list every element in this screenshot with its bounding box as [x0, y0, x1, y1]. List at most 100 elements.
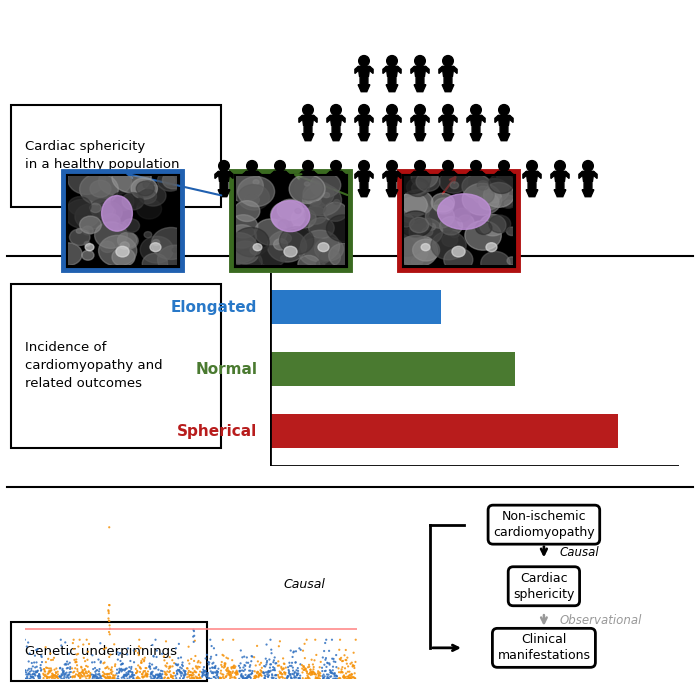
Circle shape: [291, 209, 316, 228]
Point: [222, 662, 233, 673]
Point: [294, 643, 305, 654]
Polygon shape: [414, 66, 426, 92]
Point: [192, 672, 203, 683]
Point: [20, 667, 32, 678]
Point: [340, 668, 351, 679]
Point: [93, 673, 104, 685]
Point: [157, 648, 168, 659]
Polygon shape: [355, 66, 373, 74]
Circle shape: [450, 230, 459, 238]
Point: [58, 673, 69, 684]
Circle shape: [470, 104, 482, 116]
Point: [156, 673, 167, 684]
Circle shape: [111, 192, 134, 211]
Circle shape: [253, 180, 259, 185]
Point: [106, 664, 117, 675]
Point: [213, 663, 224, 674]
Point: [104, 623, 116, 634]
Point: [238, 673, 249, 684]
Point: [71, 664, 83, 675]
Point: [212, 666, 223, 678]
Point: [317, 652, 328, 663]
Point: [186, 670, 197, 681]
Point: [82, 671, 93, 682]
Point: [220, 659, 231, 671]
Point: [66, 663, 78, 674]
Point: [104, 673, 116, 684]
Point: [325, 667, 336, 678]
Circle shape: [462, 174, 491, 198]
Circle shape: [486, 243, 497, 251]
Point: [140, 670, 151, 681]
Point: [269, 664, 280, 676]
Polygon shape: [526, 172, 538, 197]
Point: [189, 673, 200, 684]
Point: [195, 666, 206, 677]
Point: [34, 669, 45, 680]
Point: [104, 615, 115, 626]
Point: [167, 671, 178, 682]
Point: [20, 665, 31, 676]
Point: [211, 669, 223, 680]
Point: [223, 653, 234, 664]
Point: [132, 671, 144, 682]
Point: [106, 673, 118, 684]
Point: [166, 671, 177, 682]
Circle shape: [422, 228, 433, 237]
Point: [310, 669, 321, 680]
Point: [149, 672, 160, 683]
Point: [153, 672, 164, 683]
Point: [236, 671, 247, 682]
Point: [234, 662, 246, 673]
Point: [43, 668, 54, 679]
Point: [49, 673, 60, 685]
Point: [198, 668, 209, 679]
Point: [109, 661, 120, 672]
Point: [164, 662, 176, 673]
Point: [22, 669, 34, 680]
Point: [329, 668, 340, 679]
Point: [268, 654, 279, 666]
Point: [340, 663, 351, 674]
Point: [241, 673, 252, 684]
Point: [264, 666, 275, 678]
Point: [286, 673, 297, 684]
Point: [96, 673, 107, 684]
Point: [304, 664, 316, 676]
Point: [208, 668, 219, 679]
Point: [59, 669, 70, 680]
Point: [84, 671, 95, 682]
Point: [223, 666, 235, 677]
Circle shape: [136, 181, 154, 196]
Point: [75, 671, 86, 682]
Circle shape: [450, 182, 459, 189]
Polygon shape: [327, 172, 345, 178]
Point: [139, 652, 150, 664]
Circle shape: [319, 249, 340, 266]
Point: [320, 665, 331, 676]
Point: [62, 659, 74, 670]
Point: [25, 666, 36, 677]
Circle shape: [80, 174, 118, 205]
Point: [47, 671, 58, 682]
Point: [164, 661, 175, 672]
Circle shape: [309, 202, 326, 214]
Point: [312, 673, 323, 684]
Point: [88, 669, 99, 680]
Point: [157, 666, 168, 677]
Point: [149, 671, 160, 682]
Point: [160, 668, 171, 680]
Point: [260, 653, 272, 664]
Point: [345, 671, 356, 682]
Point: [225, 666, 236, 678]
Point: [292, 669, 303, 680]
Point: [99, 657, 110, 668]
Point: [253, 669, 265, 680]
Polygon shape: [467, 116, 485, 122]
Point: [251, 671, 262, 682]
Point: [239, 673, 251, 685]
Circle shape: [168, 260, 174, 265]
Point: [284, 660, 295, 671]
Point: [172, 659, 183, 670]
Polygon shape: [358, 116, 370, 141]
